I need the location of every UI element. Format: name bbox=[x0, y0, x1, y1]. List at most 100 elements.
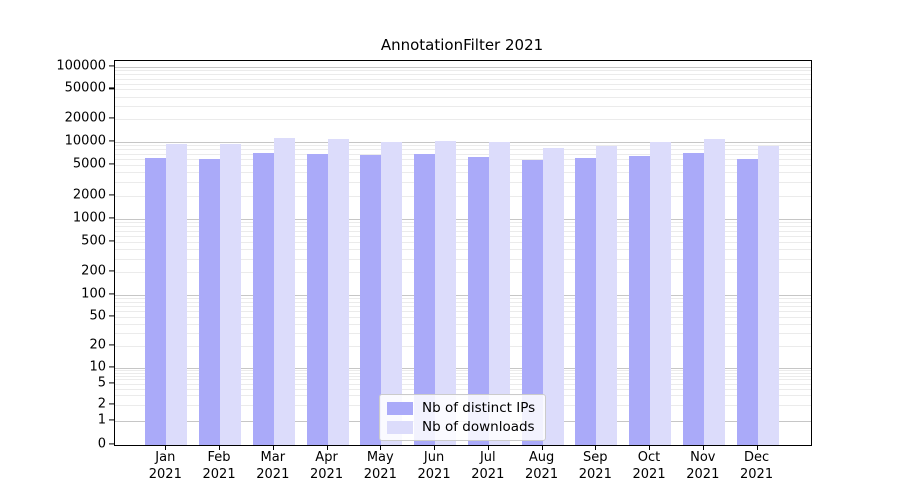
gridline-minor bbox=[115, 241, 811, 243]
y-tick-mark bbox=[109, 270, 114, 272]
gridline-minor bbox=[115, 195, 811, 197]
bar-distinct-ips-sep bbox=[575, 158, 597, 445]
legend-swatch-downloads bbox=[387, 420, 413, 434]
gridline-minor bbox=[115, 119, 811, 121]
y-tick-mark bbox=[109, 117, 114, 119]
x-tick-mark bbox=[326, 445, 328, 450]
plot-area: Nb of distinct IPs Nb of downloads bbox=[114, 60, 812, 446]
bar-distinct-ips-aug bbox=[521, 159, 543, 445]
gridline-minor bbox=[115, 311, 811, 313]
gridline-minor bbox=[115, 298, 811, 300]
x-tick-mark bbox=[219, 445, 221, 450]
gridline-minor bbox=[115, 249, 811, 251]
legend-swatch-distinct-ips bbox=[387, 401, 413, 415]
y-tick-label: 50 bbox=[89, 308, 106, 324]
legend-label-distinct-ips: Nb of distinct IPs bbox=[422, 400, 536, 416]
y-tick-label: 1000 bbox=[72, 210, 106, 226]
y-tick-mark bbox=[109, 87, 114, 90]
gridline-minor bbox=[115, 89, 811, 91]
x-tick-label-apr: Apr 2021 bbox=[310, 450, 344, 482]
gridline-major bbox=[115, 67, 811, 68]
bar-downloads-nov bbox=[703, 139, 725, 445]
x-tick-label-aug: Aug 2021 bbox=[525, 450, 559, 482]
y-tick-label: 500 bbox=[81, 233, 106, 249]
gridline-minor bbox=[115, 164, 811, 166]
y-tick-label: 10 bbox=[89, 359, 106, 374]
bar-distinct-ips-mar bbox=[252, 152, 274, 445]
gridline-minor bbox=[115, 158, 811, 160]
bar-downloads-jan bbox=[166, 144, 188, 445]
gridline-minor bbox=[115, 105, 811, 107]
x-tick-mark bbox=[487, 445, 489, 450]
y-tick-label: 5 bbox=[97, 375, 106, 391]
bar-downloads-may bbox=[381, 141, 403, 445]
x-tick-mark bbox=[649, 445, 651, 450]
y-tick-label: 2000 bbox=[72, 187, 106, 203]
x-tick-label-oct: Oct 2021 bbox=[632, 450, 666, 482]
y-tick-label: 2 bbox=[97, 396, 106, 412]
y-tick-mark bbox=[109, 139, 114, 142]
bar-distinct-ips-feb bbox=[199, 158, 221, 445]
gridline-minor bbox=[115, 375, 811, 377]
gridline-minor bbox=[115, 74, 811, 76]
x-tick-label-dec: Dec 2021 bbox=[740, 450, 774, 482]
bar-downloads-mar bbox=[273, 137, 295, 445]
x-tick-mark bbox=[434, 445, 436, 450]
gridline-minor bbox=[115, 172, 811, 174]
y-tick-mark bbox=[109, 344, 114, 346]
gridline-minor bbox=[115, 96, 811, 98]
y-tick-label: 100000 bbox=[56, 58, 106, 74]
bar-distinct-ips-jan bbox=[145, 158, 167, 445]
x-tick-mark bbox=[702, 445, 704, 450]
gridline-major bbox=[115, 141, 811, 143]
bar-downloads-dec bbox=[757, 146, 779, 445]
x-tick-mark bbox=[541, 445, 543, 450]
y-tick-mark bbox=[109, 240, 114, 242]
y-tick-mark bbox=[109, 442, 114, 445]
gridline-minor bbox=[115, 272, 811, 274]
y-tick-mark bbox=[109, 315, 114, 317]
gridline-minor bbox=[115, 226, 811, 228]
bar-downloads-feb bbox=[220, 143, 242, 445]
gridline-minor bbox=[115, 388, 811, 390]
bar-distinct-ips-apr bbox=[306, 153, 328, 445]
gridline-minor bbox=[115, 345, 811, 347]
bar-downloads-oct bbox=[650, 141, 672, 445]
x-tick-label-feb: Feb 2021 bbox=[202, 450, 236, 482]
y-tick-label: 20 bbox=[89, 337, 106, 353]
gridline-minor bbox=[115, 369, 811, 371]
bar-distinct-ips-jul bbox=[467, 157, 489, 445]
gridline-minor bbox=[115, 379, 811, 381]
x-tick-mark bbox=[272, 445, 274, 450]
gridline-major bbox=[115, 219, 811, 220]
gridline-minor bbox=[115, 332, 811, 334]
gridline-minor bbox=[115, 230, 811, 232]
gridline-major bbox=[115, 295, 811, 296]
bar-downloads-jul bbox=[488, 142, 510, 445]
x-tick-label-sep: Sep 2021 bbox=[578, 450, 612, 482]
y-tick-label: 20000 bbox=[64, 110, 106, 126]
x-tick-label-jan: Jan 2021 bbox=[148, 450, 182, 482]
y-tick-label: 10000 bbox=[64, 133, 106, 148]
bar-distinct-ips-dec bbox=[736, 159, 758, 445]
gridline-minor bbox=[115, 83, 811, 85]
y-tick-mark bbox=[109, 163, 114, 165]
gridline-minor bbox=[115, 306, 811, 308]
y-tick-label: 100 bbox=[81, 286, 106, 302]
x-tick-mark bbox=[756, 445, 758, 450]
gridline-minor bbox=[115, 70, 811, 72]
y-tick-label: 5000 bbox=[72, 156, 106, 172]
chart-title: AnnotationFilter 2021 bbox=[380, 36, 544, 54]
gridline-minor bbox=[115, 372, 811, 374]
gridline-major bbox=[115, 367, 811, 369]
y-tick-label: 200 bbox=[81, 263, 106, 279]
y-tick-mark bbox=[109, 365, 114, 368]
bar-downloads-apr bbox=[327, 139, 349, 445]
x-tick-label-mar: Mar 2021 bbox=[256, 450, 290, 482]
y-tick-mark bbox=[109, 419, 114, 421]
gridline-minor bbox=[115, 302, 811, 304]
gridline-minor bbox=[115, 258, 811, 260]
legend-entry-downloads: Nb of downloads bbox=[387, 419, 535, 435]
gridline-minor bbox=[115, 316, 811, 318]
